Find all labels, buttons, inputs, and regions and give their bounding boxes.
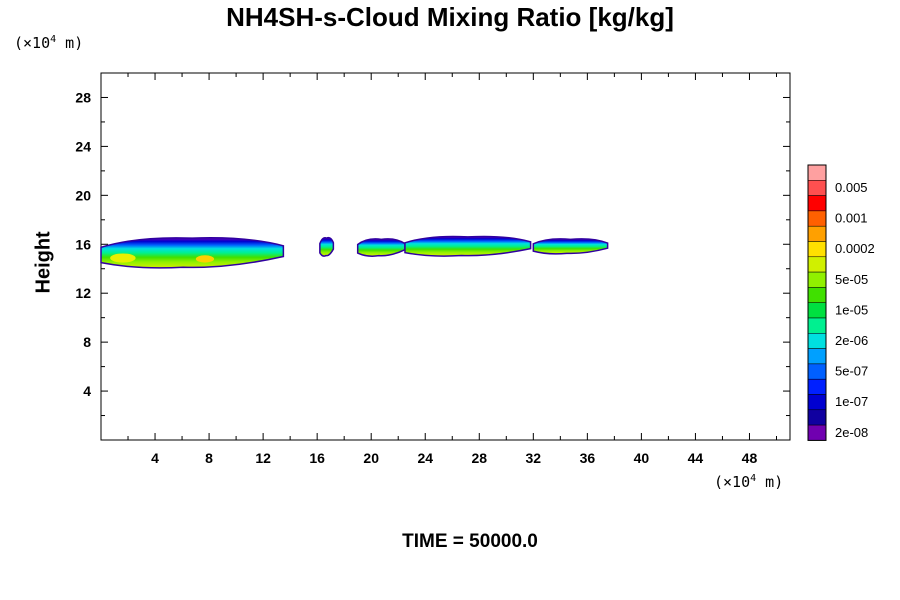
x-unit-suffix: m) xyxy=(756,473,784,491)
x-tick-label: 8 xyxy=(205,450,213,466)
x-unit-label: (×104 m) xyxy=(714,473,783,491)
x-unit-exponent: 4 xyxy=(750,473,757,484)
x-tick-label: 24 xyxy=(417,450,433,466)
y-tick-label: 20 xyxy=(75,187,91,203)
cloud-region-4 xyxy=(404,235,532,257)
cloud-core-1 xyxy=(110,253,136,263)
y-tick-label: 24 xyxy=(75,138,91,154)
colorbar-swatch xyxy=(807,302,827,319)
cloud-core-1b xyxy=(195,255,215,263)
x-tick-label: 20 xyxy=(363,450,379,466)
x-unit-prefix: (×10 xyxy=(714,473,751,491)
colorbar: 0.005 0.001 0.0002 5e-05 1e-05 2e-06 5e-07 1e-0… xyxy=(807,164,875,441)
colorbar-swatch xyxy=(807,409,827,426)
x-tick-label: 28 xyxy=(471,450,487,466)
y-tick-label: 4 xyxy=(83,383,91,399)
y-unit-prefix: (×10 xyxy=(14,34,51,52)
y-axis: 4 8 12 16 20 24 28 xyxy=(75,89,790,417)
y-unit-suffix: m) xyxy=(56,34,84,52)
colorbar-label: 1e-05 xyxy=(835,302,868,317)
colorbar-swatch xyxy=(807,195,827,212)
colorbar-frame xyxy=(807,164,827,441)
colorbar-label: 5e-05 xyxy=(835,272,868,287)
colorbar-label: 1e-07 xyxy=(835,394,868,409)
cloud-region-2 xyxy=(319,236,335,257)
colorbar-swatch xyxy=(807,241,827,258)
colorbar-label: 2e-06 xyxy=(835,333,868,348)
colorbar-label: 0.0002 xyxy=(835,241,875,256)
y-tick-label: 16 xyxy=(75,236,91,252)
colorbar-label: 5e-07 xyxy=(835,364,868,379)
colorbar-swatch xyxy=(807,225,827,242)
x-tick-label: 16 xyxy=(309,450,325,466)
x-axis: 4 8 12 16 20 24 28 32 36 40 44 48 xyxy=(127,73,777,466)
colorbar-swatch xyxy=(807,256,827,273)
time-label: TIME = 50000.0 xyxy=(402,531,538,552)
y-tick-label: 28 xyxy=(75,89,91,105)
colorbar-swatch xyxy=(807,378,827,395)
x-tick-label: 36 xyxy=(580,450,596,466)
colorbar-swatch xyxy=(807,363,827,380)
chart-title: NH4SH-s-Cloud Mixing Ratio [kg/kg] xyxy=(226,2,674,32)
x-tick-label: 12 xyxy=(255,450,271,466)
colorbar-swatch xyxy=(807,394,827,411)
colorbar-swatch xyxy=(807,210,827,227)
x-tick-label: 44 xyxy=(688,450,704,466)
colorbar-label: 0.001 xyxy=(835,211,868,226)
colorbar-swatch xyxy=(807,164,827,181)
cloud-region-5 xyxy=(532,238,609,255)
colorbar-swatch xyxy=(807,348,827,365)
colorbar-swatch xyxy=(807,317,827,334)
colorbar-label: 2e-08 xyxy=(835,425,868,440)
y-tick-label: 12 xyxy=(75,285,91,301)
y-unit-label: (×104 m) xyxy=(14,34,83,52)
cloud-field xyxy=(100,235,609,269)
colorbar-label: 0.005 xyxy=(835,180,868,195)
colorbar-swatch xyxy=(807,180,827,196)
x-tick-label: 4 xyxy=(151,450,159,466)
x-tick-label: 40 xyxy=(634,450,650,466)
colorbar-swatch xyxy=(807,424,827,441)
colorbar-swatch xyxy=(807,271,827,288)
y-tick-label: 8 xyxy=(83,334,91,350)
x-tick-label: 32 xyxy=(526,450,542,466)
colorbar-swatch xyxy=(807,333,827,349)
y-unit-exponent: 4 xyxy=(50,34,57,45)
x-tick-label: 48 xyxy=(742,450,758,466)
colorbar-swatch xyxy=(807,287,827,303)
cloud-region-1 xyxy=(100,237,285,269)
